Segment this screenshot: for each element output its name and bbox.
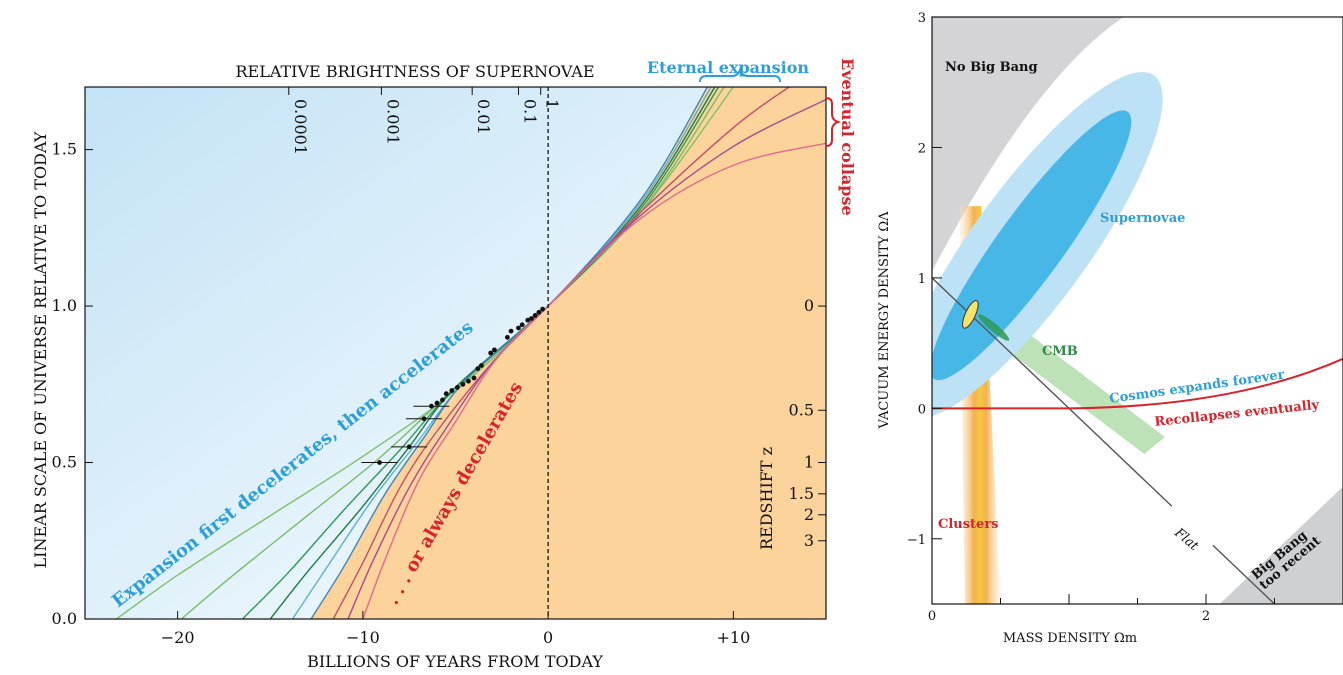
supernova-point — [479, 363, 484, 368]
supernova-point — [475, 366, 481, 372]
redshift-tick-label: 1 — [804, 453, 814, 472]
supernova-point — [488, 350, 494, 356]
supernova-point — [443, 391, 449, 397]
supernova-point — [516, 325, 521, 331]
brightness-tick-label: 0.01 — [474, 99, 493, 135]
cmb-label: CMB — [1042, 344, 1078, 359]
x-tick-label: +10 — [716, 628, 750, 647]
eternal-expansion-label: Eternal expansion — [647, 58, 810, 77]
right-x-tick-label: 2 — [1202, 609, 1210, 624]
brightness-tick-label: 1 — [543, 99, 562, 109]
brightness-tick-label: 0.001 — [383, 99, 402, 145]
supernova-point — [440, 397, 445, 403]
no-big-bang-region — [932, 17, 1124, 272]
collapse-brace — [825, 97, 842, 147]
supernova-point — [504, 334, 510, 340]
supernova-point — [377, 460, 382, 465]
deceleration-region — [311, 87, 826, 619]
supernova-point — [449, 388, 455, 393]
supernova-point — [406, 444, 412, 450]
right-x-tick-label: 0 — [928, 609, 936, 624]
supernovae-inner-contour — [932, 110, 1132, 381]
best-fit-marker — [962, 300, 979, 329]
y-axis-label: LINEAR SCALE OF UNIVERSE RELATIVE TO TOD… — [31, 131, 50, 568]
supernova-point — [434, 400, 440, 406]
y-tick-label: 0.5 — [52, 453, 77, 472]
redshift-axis-label: REDSHIFT z — [757, 447, 776, 550]
supernova-point — [429, 403, 434, 409]
right-y-tick-label: 2 — [918, 141, 926, 156]
supernova-point — [471, 375, 477, 381]
redshift-tick-label: 2 — [804, 505, 814, 524]
y-tick-label: 0.0 — [52, 609, 77, 628]
no-big-bang-label: No Big Bang — [945, 60, 1038, 75]
supernova-point — [508, 328, 514, 334]
right-x-axis-label: MASS DENSITY Ωm — [1003, 631, 1137, 646]
supernova-point — [519, 322, 525, 328]
x-tick-label: −20 — [161, 628, 195, 647]
omega-plane-chart: 0 2 −1 0 1 2 3 No Big Bang Supernovae CMB Clus… — [877, 11, 1343, 646]
supernova-point — [454, 385, 460, 390]
supernova-point — [532, 313, 538, 318]
redshift-tick-label: 1.5 — [789, 484, 814, 503]
right-y-tick-label: −1 — [907, 533, 926, 548]
supernovae-label: Supernovae — [1100, 211, 1185, 226]
eventual-collapse-label: Eventual collapse — [838, 58, 857, 216]
supernova-point — [525, 317, 531, 323]
brightness-tick-label: 0.1 — [520, 99, 539, 124]
right-y-tick-label: 0 — [918, 402, 926, 417]
redshift-tick-label: 0.5 — [789, 400, 814, 419]
brightness-tick-label: 0.0001 — [291, 99, 310, 155]
y-tick-label: 1.0 — [52, 296, 77, 315]
right-y-axis-label: VACUUM ENERGY DENSITY ΩΛ — [877, 211, 892, 430]
chart-title: RELATIVE BRIGHTNESS OF SUPERNOVAE — [235, 62, 594, 81]
x-axis-label: BILLIONS OF YEARS FROM TODAY — [307, 652, 603, 671]
plot-frame — [84, 86, 827, 620]
supernova-point — [540, 306, 545, 312]
right-y-tick-label: 3 — [918, 11, 926, 26]
model-curve-8 — [362, 142, 826, 619]
redshift-tick-label: 0 — [804, 296, 814, 315]
scale-factor-chart: −20 −10 0 +10 0.0 0.5 1.0 1.5 0.0001 0.001 0.01 0.… — [31, 58, 857, 671]
redshift-tick-label: 3 — [804, 531, 814, 550]
too-recent-region — [1219, 486, 1343, 604]
supernova-point — [492, 347, 497, 353]
supernova-point — [529, 316, 534, 321]
eternal-brace — [699, 66, 781, 83]
supernova-point — [466, 378, 471, 384]
right-y-tick-label: 1 — [918, 272, 926, 287]
clusters-label: Clusters — [938, 517, 999, 532]
supernova-point — [460, 381, 466, 387]
x-tick-label: 0 — [543, 628, 553, 647]
cmb-overlap — [978, 314, 1010, 341]
expansion-boundary — [932, 357, 1343, 410]
supernova-point — [421, 416, 427, 422]
supernova-point — [536, 309, 542, 315]
y-tick-label: 1.5 — [52, 140, 77, 159]
x-tick-label: −10 — [346, 628, 380, 647]
